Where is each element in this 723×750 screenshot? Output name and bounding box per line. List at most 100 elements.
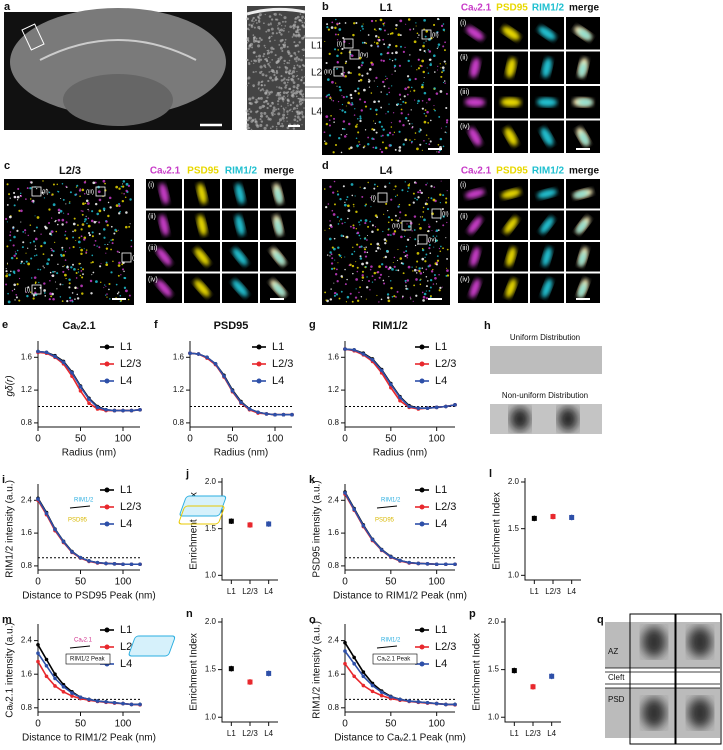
puncta <box>363 248 367 251</box>
puncta <box>417 191 420 194</box>
cell-dot <box>260 70 263 73</box>
cell-dot <box>259 15 261 17</box>
puncta <box>88 193 90 196</box>
puncta <box>8 215 12 219</box>
cell-dot <box>293 65 296 67</box>
point <box>228 666 234 672</box>
x-axis-label: Radius (nm) <box>62 448 116 459</box>
cell-dot <box>296 64 299 67</box>
puncta <box>413 215 417 218</box>
puncta <box>442 247 444 250</box>
puncta <box>361 274 364 277</box>
puncta <box>363 186 366 190</box>
puncta <box>387 46 390 49</box>
puncta <box>441 66 445 69</box>
puncta <box>80 266 82 269</box>
puncta <box>80 210 82 212</box>
cell-dot <box>265 30 268 33</box>
puncta <box>71 292 74 294</box>
puncta <box>405 250 408 252</box>
puncta <box>419 143 422 146</box>
puncta <box>343 203 347 207</box>
puncta <box>25 198 27 200</box>
puncta <box>340 234 343 237</box>
puncta <box>108 196 112 200</box>
inset-label: RIM1/2 Peak <box>70 657 106 663</box>
puncta <box>68 282 71 285</box>
cell-dot <box>252 34 255 36</box>
puncta <box>397 219 400 222</box>
puncta <box>442 194 445 197</box>
puncta <box>370 92 373 94</box>
legend-swatch <box>104 361 110 367</box>
puncta <box>344 221 346 224</box>
cell-dot <box>283 120 285 122</box>
puncta <box>419 189 421 192</box>
puncta <box>91 210 94 213</box>
puncta <box>329 298 333 301</box>
point <box>87 397 91 401</box>
puncta <box>399 211 402 214</box>
cell-dot <box>275 125 278 128</box>
cell-dot <box>247 40 250 43</box>
puncta <box>87 217 90 220</box>
cell-dot <box>258 17 261 20</box>
point <box>453 702 457 707</box>
puncta <box>62 254 65 257</box>
tile-signal <box>500 97 522 107</box>
puncta <box>380 106 383 109</box>
cell-dot <box>257 41 260 44</box>
puncta <box>356 146 358 148</box>
puncta <box>370 206 372 208</box>
puncta <box>418 223 420 225</box>
puncta <box>418 267 421 270</box>
puncta <box>423 28 425 30</box>
puncta <box>50 248 52 250</box>
legend-swatch <box>419 487 425 493</box>
puncta <box>106 224 109 227</box>
point <box>53 527 57 532</box>
puncta <box>104 284 106 286</box>
puncta <box>350 146 353 149</box>
puncta <box>446 269 449 272</box>
puncta <box>399 98 402 100</box>
puncta <box>369 220 371 223</box>
puncta <box>88 210 90 212</box>
point <box>290 412 294 417</box>
point <box>343 649 347 653</box>
puncta <box>398 93 402 96</box>
puncta <box>327 93 331 96</box>
cell-dot <box>292 66 296 70</box>
cell-dot <box>263 44 266 47</box>
puncta <box>33 276 37 279</box>
cell-dot <box>288 76 290 79</box>
puncta <box>329 251 332 254</box>
puncta <box>402 295 404 298</box>
puncta <box>404 101 407 104</box>
point <box>188 351 192 356</box>
legend-label: L4 <box>120 375 132 387</box>
cell-dot <box>274 39 276 41</box>
y-tick-label: 0.8 <box>328 703 340 712</box>
panel-letter: m <box>2 614 12 626</box>
puncta <box>415 278 418 281</box>
y-tick-label: 0.8 <box>21 561 33 570</box>
puncta <box>415 22 417 24</box>
cell-dot <box>291 110 293 113</box>
puncta <box>426 102 428 104</box>
cell-dot <box>258 87 260 89</box>
point <box>511 668 517 674</box>
puncta <box>64 259 67 261</box>
cell-dot <box>255 37 258 40</box>
puncta <box>444 201 448 204</box>
puncta <box>75 271 78 274</box>
cell-dot <box>296 120 299 123</box>
legend-label: L4 <box>435 658 447 670</box>
puncta <box>430 270 434 273</box>
puncta <box>418 130 421 133</box>
puncta <box>331 80 334 84</box>
puncta <box>125 182 129 186</box>
roi-label: (iv) <box>428 238 436 244</box>
puncta <box>58 211 61 214</box>
puncta <box>347 101 350 105</box>
